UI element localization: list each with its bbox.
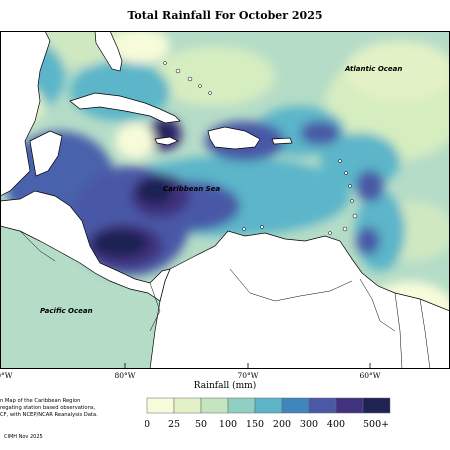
- legend-swatch: [146, 397, 175, 414]
- x-axis-labels: 80°W 80°W 70°W 60°W: [0, 371, 381, 380]
- florida-land: [94, 31, 123, 72]
- legend-swatch: [281, 397, 310, 414]
- south-america-land: [149, 230, 450, 369]
- legend-swatch: [227, 397, 256, 414]
- x-tick-label: 80°W: [114, 371, 135, 380]
- legend-break-label: 400: [327, 419, 345, 430]
- legend-break-label: 500+: [363, 419, 389, 430]
- puerto-rico-land: [271, 137, 293, 145]
- jamaica-land: [154, 136, 179, 146]
- x-tick-label: 70°W: [237, 371, 258, 380]
- north-america-land: [0, 31, 51, 197]
- source-stamp: CIMH Nov 2025: [4, 434, 43, 440]
- x-tick-label: 80°W: [0, 371, 13, 380]
- caribbean-sea-label: Caribbean Sea: [163, 185, 220, 193]
- legend-break-label: 300: [300, 419, 318, 430]
- cuba-land: [69, 92, 181, 124]
- legend-break-label: 150: [246, 419, 264, 430]
- central-america-land: [0, 190, 171, 302]
- legend-swatch: [173, 397, 202, 414]
- pacific-ocean-label: Pacific Ocean: [40, 307, 93, 315]
- credit-line: CF, with NCEP/NCAR Reanalysis Data.: [0, 412, 98, 418]
- rainfall-map: Atlantic Ocean Caribbean Sea Pacific Oce…: [0, 31, 450, 369]
- legend-break-label: 50: [195, 419, 207, 430]
- small-islands: [163, 61, 358, 235]
- legend-swatch: [254, 397, 283, 414]
- credit-text: n Map of the Caribbean Region regating s…: [0, 398, 118, 419]
- legend-break-label: 100: [219, 419, 237, 430]
- rainfall-legend: 0 25 50 100 150 200 300 400 500+: [145, 397, 391, 430]
- yucatan-land: [29, 130, 63, 177]
- hispaniola-land: [207, 126, 261, 150]
- legend-swatch: [335, 397, 364, 414]
- legend-swatch: [200, 397, 229, 414]
- legend-break-label: 200: [273, 419, 291, 430]
- legend-break-label: 25: [168, 419, 180, 430]
- legend-labels: 0 25 50 100 150 200 300 400 500+: [145, 419, 389, 430]
- legend-title: Rainfall (mm): [193, 381, 257, 391]
- credit-line: regating station based observations,: [0, 405, 96, 411]
- x-tick-label: 60°W: [359, 371, 380, 380]
- legend-swatches: [146, 397, 391, 414]
- credit-line: n Map of the Caribbean Region: [0, 398, 81, 404]
- land-masses: [0, 31, 450, 369]
- atlantic-ocean-label: Atlantic Ocean: [344, 65, 402, 73]
- legend-break-label: 0: [145, 419, 150, 430]
- country-borders: [19, 230, 431, 369]
- legend-swatch: [362, 397, 391, 414]
- map-title: Total Rainfall For October 2025: [127, 9, 323, 22]
- legend-swatch: [308, 397, 337, 414]
